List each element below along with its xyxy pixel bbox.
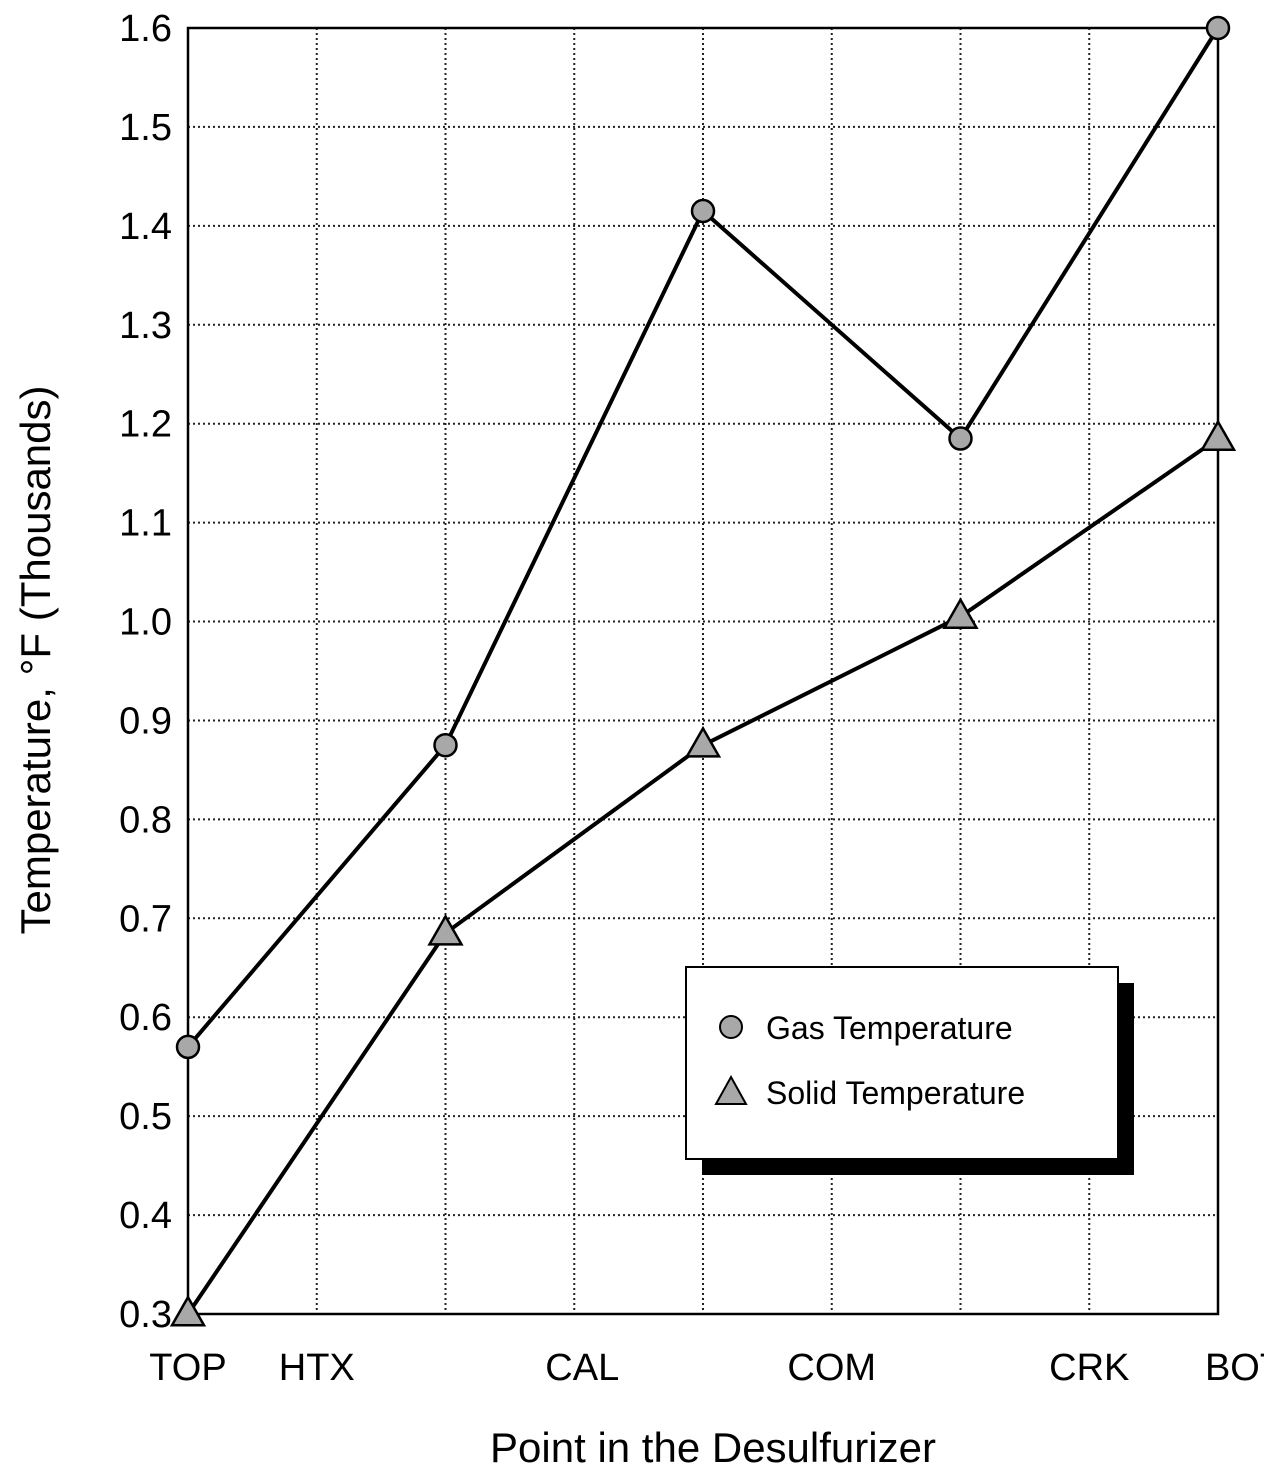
gas-temperature-point (435, 734, 457, 756)
x-axis-tick-labels: TOP HTX CAL COM CRK BOT (149, 1347, 1264, 1389)
legend-solid-label: Solid Temperature (766, 1075, 1025, 1111)
y-tick-label: 1.3 (119, 305, 172, 347)
y-tick-label: 0.8 (119, 799, 172, 841)
y-tick-label: 1.4 (119, 206, 172, 248)
y-tick-label: 0.9 (119, 700, 172, 742)
y-tick-label: 0.3 (119, 1294, 172, 1336)
gas-temperature-point (692, 200, 714, 222)
y-tick-label: 1.6 (119, 8, 172, 50)
y-axis-title: Temperature, °F (Thousands) (12, 385, 59, 934)
legend-gas-label: Gas Temperature (766, 1010, 1013, 1046)
y-tick-label: 1.2 (119, 404, 172, 446)
y-tick-label: 0.7 (119, 898, 172, 940)
y-tick-label: 0.6 (119, 997, 172, 1039)
legend-box (686, 967, 1118, 1159)
x-tick-label: COM (787, 1347, 876, 1389)
x-tick-label: CAL (545, 1347, 619, 1389)
y-axis-tick-labels: 0.3 0.4 0.5 0.6 0.7 0.8 0.9 1.0 1.1 1.2 1.3 1.4 1.5 1… (119, 8, 172, 1336)
solid-temperature-point (172, 1297, 204, 1325)
y-tick-label: 0.4 (119, 1195, 172, 1237)
x-tick-label: BOT (1205, 1347, 1264, 1389)
gas-temperature-point (1207, 17, 1229, 39)
legend-gas-marker (720, 1016, 742, 1038)
y-tick-label: 1.0 (119, 602, 172, 644)
y-tick-label: 0.5 (119, 1096, 172, 1138)
solid-temperature-point (430, 916, 462, 944)
solid-temperature-point (1202, 422, 1234, 450)
x-tick-label: HTX (279, 1347, 355, 1389)
y-tick-label: 1.5 (119, 107, 172, 149)
x-axis-title: Point in the Desulfurizer (490, 1424, 936, 1471)
y-tick-label: 1.1 (119, 503, 172, 545)
legend: Gas Temperature Solid Temperature (686, 967, 1134, 1175)
gas-temperature-point (177, 1036, 199, 1058)
x-tick-label: CRK (1049, 1347, 1129, 1389)
gas-temperature-point (950, 428, 972, 450)
solid-temperature-point (687, 728, 719, 756)
x-tick-label: TOP (149, 1347, 226, 1389)
solid-temperature-point (945, 600, 977, 628)
